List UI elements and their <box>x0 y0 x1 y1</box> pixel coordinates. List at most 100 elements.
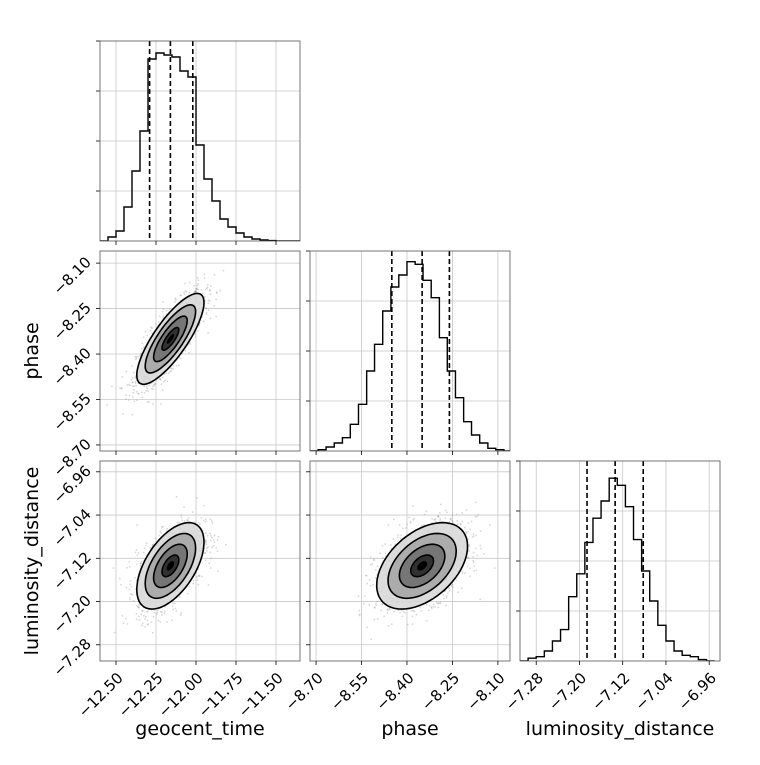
sample-point <box>451 514 454 517</box>
sample-point <box>419 606 422 609</box>
sample-point <box>142 347 145 349</box>
sample-point <box>159 610 162 613</box>
sample-point <box>163 610 166 613</box>
contour-line <box>144 304 197 374</box>
sample-point <box>159 378 162 380</box>
histogram-step-phase <box>310 260 510 451</box>
sample-point <box>130 365 133 367</box>
sample-point <box>438 511 441 514</box>
sample-point <box>437 602 440 605</box>
sample-point <box>206 534 209 537</box>
sample-point <box>472 551 475 554</box>
sample-point <box>415 613 418 616</box>
sample-point <box>384 543 387 545</box>
sample-point <box>208 299 211 302</box>
sample-point <box>472 533 475 535</box>
contour-line <box>152 543 188 589</box>
sample-point <box>195 288 198 291</box>
sample-point <box>152 402 155 405</box>
sample-point <box>128 560 131 563</box>
sample-point <box>162 380 165 383</box>
sample-point <box>412 518 415 521</box>
sample-point <box>111 385 113 388</box>
sample-point <box>205 543 208 546</box>
sample-point <box>444 509 447 512</box>
sample-point <box>205 307 207 309</box>
sample-point <box>134 358 137 361</box>
sample-point <box>143 385 145 388</box>
sample-point <box>409 520 412 523</box>
sample-point <box>136 563 138 566</box>
sample-point <box>156 609 159 612</box>
sample-point <box>442 593 445 596</box>
sample-point <box>146 334 149 337</box>
sample-point <box>194 291 196 293</box>
sample-point <box>472 555 475 558</box>
sample-point <box>472 559 475 562</box>
sample-point <box>138 615 140 618</box>
sample-point <box>381 556 384 559</box>
sample-point <box>196 291 198 293</box>
sample-point <box>401 615 404 618</box>
sample-point <box>162 525 164 528</box>
y-tick-label: −8.55 <box>50 390 95 435</box>
sample-point <box>139 354 142 357</box>
sample-point <box>178 521 180 524</box>
y-axis-label-luminosity_distance: luminosity_distance <box>21 467 43 656</box>
sample-point <box>461 570 464 573</box>
sample-point <box>197 279 200 282</box>
sample-point <box>205 540 208 543</box>
sample-point <box>119 387 121 389</box>
sample-point <box>207 546 209 548</box>
sample-point <box>373 606 376 609</box>
sample-point <box>381 603 384 606</box>
sample-point <box>144 330 147 333</box>
sample-point <box>198 523 201 526</box>
sample-point <box>205 532 207 535</box>
sample-point <box>393 611 396 613</box>
sample-point <box>188 281 191 284</box>
sample-point <box>468 544 471 546</box>
sample-point <box>135 384 138 387</box>
sample-point <box>196 288 199 291</box>
sample-point <box>479 530 482 533</box>
sample-point <box>460 587 463 590</box>
sample-point <box>388 607 391 610</box>
sample-point <box>196 579 199 582</box>
sample-point <box>137 606 140 609</box>
sample-point <box>136 524 139 526</box>
sample-point <box>372 583 374 586</box>
sample-point <box>473 570 475 572</box>
sample-point <box>159 530 162 533</box>
sample-point <box>358 614 361 617</box>
sample-point <box>409 522 412 524</box>
sample-point <box>128 596 131 599</box>
sample-point <box>397 533 399 536</box>
panel-frame <box>99 40 301 242</box>
sample-point <box>193 521 196 524</box>
sample-point <box>387 624 390 627</box>
scatter-panel-luminosity_distance-vs-phase: −8.70 −8.55 −8.40 −8.25 −8.10 <box>282 460 511 714</box>
sample-point <box>210 557 213 560</box>
sample-point <box>402 610 405 613</box>
sample-point <box>412 609 415 612</box>
sample-point <box>153 384 156 387</box>
sample-point <box>406 623 409 626</box>
sample-point <box>207 584 210 586</box>
sample-point <box>135 355 138 358</box>
sample-point <box>196 496 198 499</box>
contour-line <box>410 554 435 578</box>
sample-point <box>132 599 135 602</box>
sample-point <box>430 607 433 610</box>
sample-point <box>130 593 132 595</box>
sample-point <box>120 387 123 390</box>
sample-point <box>219 289 222 292</box>
sample-point <box>434 606 436 608</box>
sample-point <box>224 543 227 546</box>
sample-point <box>188 585 191 588</box>
sample-point <box>194 290 197 292</box>
sample-point <box>161 376 164 379</box>
contour-line <box>398 543 446 589</box>
sample-point <box>381 602 384 605</box>
